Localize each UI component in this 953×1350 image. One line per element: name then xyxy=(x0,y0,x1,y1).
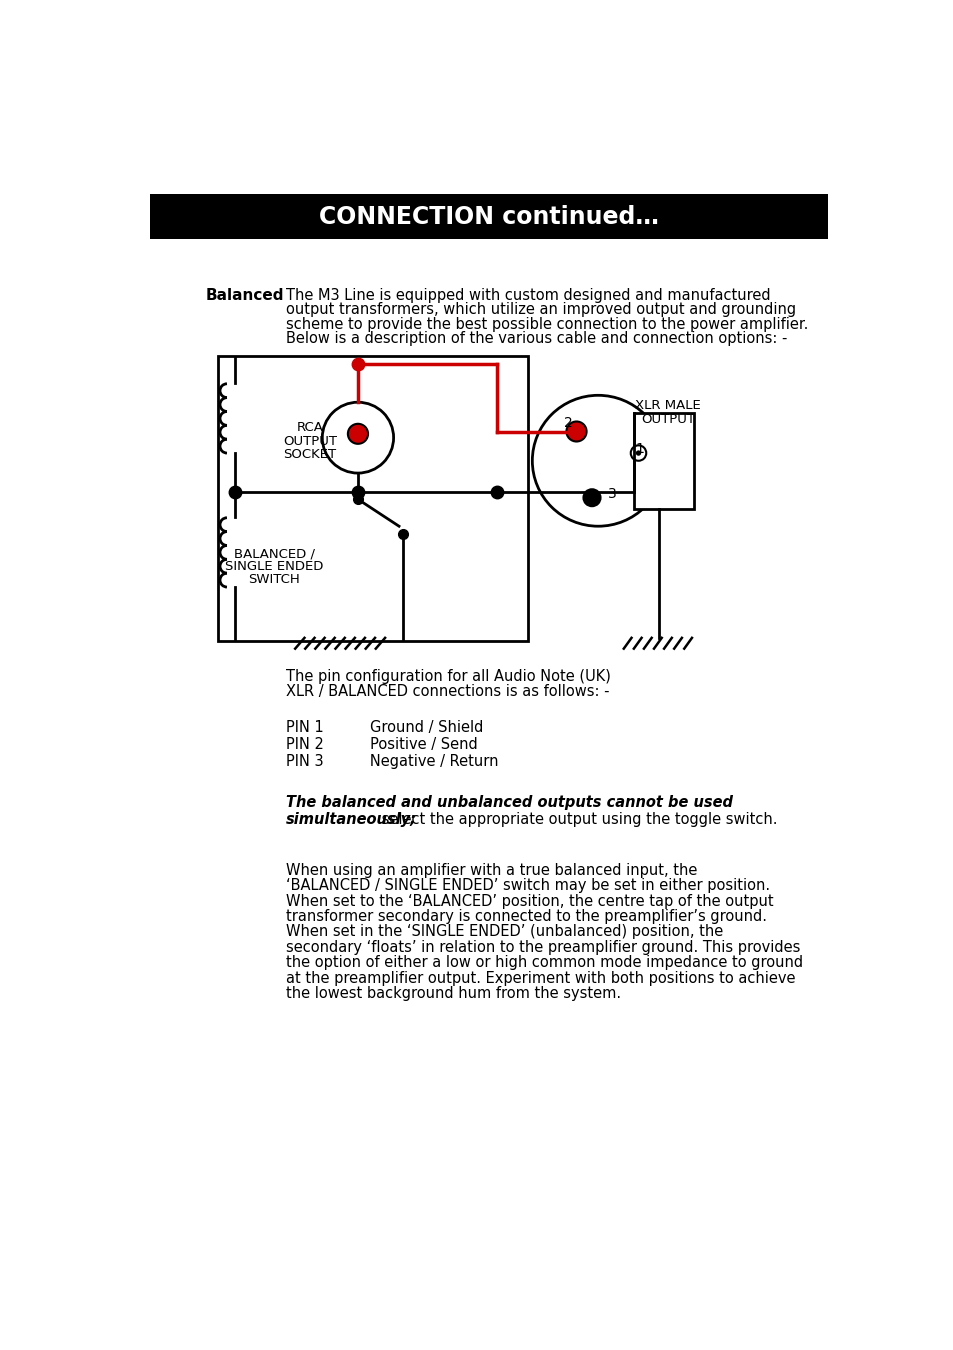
Text: PIN 3          Negative / Return: PIN 3 Negative / Return xyxy=(286,755,497,770)
Text: The M3 Line is equipped with custom designed and manufactured: The M3 Line is equipped with custom desi… xyxy=(286,288,770,302)
Text: When using an amplifier with a true balanced input, the: When using an amplifier with a true bala… xyxy=(286,863,697,878)
Bar xyxy=(218,356,528,641)
Circle shape xyxy=(583,489,599,506)
Text: PIN 2          Positive / Send: PIN 2 Positive / Send xyxy=(286,737,477,752)
Bar xyxy=(150,194,827,239)
Text: The pin configuration for all Audio Note (UK): The pin configuration for all Audio Note… xyxy=(286,668,610,683)
Circle shape xyxy=(630,446,645,460)
Text: When set to the ‘BALANCED’ position, the centre tap of the output: When set to the ‘BALANCED’ position, the… xyxy=(286,894,773,909)
Text: the lowest background hum from the system.: the lowest background hum from the syste… xyxy=(286,986,620,1000)
Text: ‘BALANCED / SINGLE ENDED’ switch may be set in either position.: ‘BALANCED / SINGLE ENDED’ switch may be … xyxy=(286,878,769,894)
Circle shape xyxy=(635,451,640,456)
Circle shape xyxy=(322,402,394,472)
Text: The balanced and unbalanced outputs cannot be used: The balanced and unbalanced outputs cann… xyxy=(286,795,732,810)
Text: 1: 1 xyxy=(635,441,644,455)
Text: simultaneously;: simultaneously; xyxy=(286,811,416,828)
Text: Balanced: Balanced xyxy=(206,288,284,302)
Text: RCA: RCA xyxy=(296,421,323,435)
Text: SINGLE ENDED: SINGLE ENDED xyxy=(225,560,323,574)
Text: at the preamplifier output. Experiment with both positions to achieve: at the preamplifier output. Experiment w… xyxy=(286,971,795,986)
Text: 2: 2 xyxy=(564,416,573,431)
Text: SWITCH: SWITCH xyxy=(248,574,300,586)
Text: CONNECTION continued…: CONNECTION continued… xyxy=(318,205,659,228)
Text: scheme to provide the best possible connection to the power amplifier.: scheme to provide the best possible conn… xyxy=(286,317,807,332)
Text: transformer secondary is connected to the preamplifier’s ground.: transformer secondary is connected to th… xyxy=(286,909,766,923)
Text: select the appropriate output using the toggle switch.: select the appropriate output using the … xyxy=(377,811,777,828)
Bar xyxy=(633,413,694,509)
Text: 3: 3 xyxy=(607,487,616,501)
Text: When set in the ‘SINGLE ENDED’ (unbalanced) position, the: When set in the ‘SINGLE ENDED’ (unbalanc… xyxy=(286,925,722,940)
Text: Below is a description of the various cable and connection options: -: Below is a description of the various ca… xyxy=(286,331,786,347)
Circle shape xyxy=(532,396,663,526)
Text: PIN 1          Ground / Shield: PIN 1 Ground / Shield xyxy=(286,721,483,736)
Circle shape xyxy=(566,421,586,441)
Text: XLR / BALANCED connections is as follows: -: XLR / BALANCED connections is as follows… xyxy=(286,684,609,699)
Text: OUTPUT: OUTPUT xyxy=(283,435,336,448)
Circle shape xyxy=(348,424,368,444)
Text: secondary ‘floats’ in relation to the preamplifier ground. This provides: secondary ‘floats’ in relation to the pr… xyxy=(286,940,800,954)
Text: SOCKET: SOCKET xyxy=(283,448,336,460)
Text: BALANCED /: BALANCED / xyxy=(233,547,314,560)
Text: OUTPUT: OUTPUT xyxy=(640,413,694,427)
Text: the option of either a low or high common mode impedance to ground: the option of either a low or high commo… xyxy=(286,954,802,971)
Text: output transformers, which utilize an improved output and grounding: output transformers, which utilize an im… xyxy=(286,302,795,317)
Text: XLR MALE: XLR MALE xyxy=(635,400,700,412)
